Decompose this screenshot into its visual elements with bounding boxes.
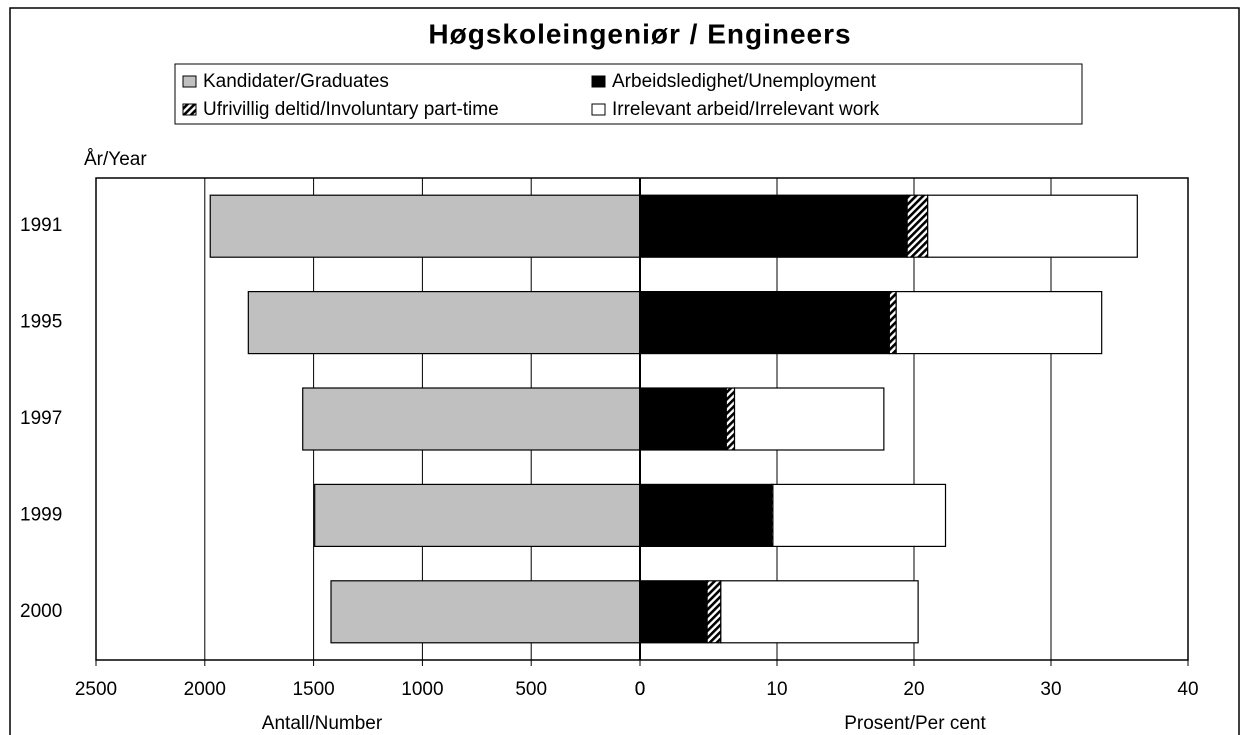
x2-tick-label: 30 <box>1040 679 1061 700</box>
y-tick-label: 1995 <box>20 312 62 333</box>
legend-label: Kandidater/Graduates <box>203 71 389 92</box>
bar <box>772 483 947 547</box>
y-tick-label: 2000 <box>20 601 62 622</box>
bar <box>733 387 885 451</box>
bar <box>906 194 929 258</box>
legend-swatch <box>591 103 606 116</box>
x-tick-label: 2500 <box>75 679 117 700</box>
legend-swatch <box>182 75 197 88</box>
bar <box>209 194 641 258</box>
x-tick-label: 1000 <box>401 679 443 700</box>
x2-tick-label: 10 <box>766 679 787 700</box>
x2-tick-label: 0 <box>635 679 646 700</box>
bar <box>302 387 641 451</box>
legend-label: Arbeidsledighet/Unemployment <box>612 71 877 92</box>
legend-swatch <box>591 75 606 88</box>
bar <box>639 194 908 258</box>
legend-swatch <box>182 103 197 116</box>
y-tick-label: 1991 <box>20 215 62 236</box>
bar <box>895 291 1103 355</box>
legend-label: Ufrivillig deltid/Involuntary part-time <box>203 99 499 120</box>
x-tick-label: 1500 <box>292 679 334 700</box>
x-axis-title: Antall/Number <box>262 713 383 734</box>
y-axis-title: År/Year <box>84 149 147 170</box>
x2-tick-label: 20 <box>903 679 924 700</box>
x2-tick-label: 40 <box>1177 679 1198 700</box>
bar <box>639 580 708 644</box>
bar <box>314 483 641 547</box>
bar <box>720 580 919 644</box>
bar <box>725 387 736 451</box>
chart-title: Høgskoleingeniør / Engineers <box>428 18 851 49</box>
x-tick-label: 2000 <box>184 679 226 700</box>
bar <box>888 291 897 355</box>
legend-label: Irrelevant arbeid/Irrelevant work <box>612 99 880 120</box>
bar <box>639 387 727 451</box>
bar <box>927 194 1138 258</box>
x-tick-label: 0 <box>635 679 646 700</box>
y-tick-label: 1999 <box>20 504 62 525</box>
bar <box>639 291 890 355</box>
y-tick-label: 1997 <box>20 408 62 429</box>
legend <box>174 63 1083 125</box>
bar <box>706 580 722 644</box>
x-tick-label: 500 <box>515 679 547 700</box>
bar <box>639 483 773 547</box>
x2-axis-title: Prosent/Per cent <box>844 713 986 734</box>
bar <box>247 291 641 355</box>
bar <box>330 580 641 644</box>
frame <box>9 7 1240 735</box>
